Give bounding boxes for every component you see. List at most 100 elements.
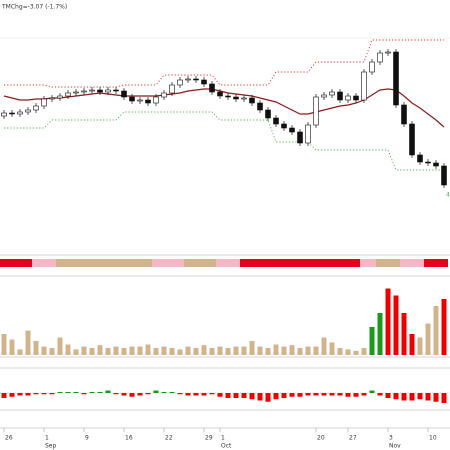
candle-body	[41, 98, 47, 107]
volume-bar	[9, 339, 15, 355]
volume-bar	[201, 345, 207, 355]
oscillator-bar	[401, 393, 407, 401]
candle-body	[113, 89, 119, 92]
volume-bar	[49, 348, 55, 355]
candle-body	[417, 154, 423, 163]
volume-bar	[425, 323, 431, 355]
volume-bar	[145, 344, 151, 355]
candle-body	[297, 131, 303, 144]
volume-bar	[121, 348, 127, 355]
volume-bar	[249, 341, 255, 355]
volume-bar	[217, 346, 223, 355]
candle-body	[225, 95, 231, 98]
volume-bar	[329, 342, 335, 355]
volume-bar	[41, 346, 47, 355]
volume-bar	[257, 346, 263, 355]
x-tick-label: 1	[221, 435, 225, 442]
volume-bar	[417, 337, 423, 355]
oscillator-bar	[1, 393, 7, 398]
trend-strip	[56, 259, 152, 267]
candle-body	[121, 90, 127, 98]
volume-bar	[409, 334, 415, 355]
oscillator-bar	[385, 393, 391, 398]
x-tick-label: 29	[205, 435, 213, 442]
candle-body	[377, 52, 383, 63]
oscillator-bar	[433, 393, 439, 402]
oscillator-bar	[281, 393, 287, 398]
line-ma	[3, 88, 445, 128]
oscillator-bar	[73, 392, 79, 393]
candle-body	[129, 96, 135, 102]
oscillator-bar	[161, 392, 167, 393]
x-tick-label: 9	[85, 435, 89, 442]
volume-bar	[73, 349, 79, 355]
volume-bar	[385, 288, 391, 355]
volume-bar	[297, 348, 303, 355]
x-tick-label: 26	[5, 435, 13, 442]
candle-body	[433, 162, 439, 167]
volume-bar	[25, 330, 31, 355]
volume-bar	[401, 313, 407, 355]
volume-bar	[65, 344, 71, 355]
oscillator-bar	[153, 390, 159, 393]
candle-body	[145, 99, 151, 104]
volume-bar	[313, 346, 319, 355]
candle-body	[313, 96, 319, 126]
oscillator-bar	[65, 392, 71, 393]
volume-bar	[57, 337, 63, 355]
oscillator-bar	[329, 393, 335, 396]
volume-bar	[265, 348, 271, 355]
volume-bar	[305, 346, 311, 355]
oscillator-bar	[201, 393, 207, 396]
trend-strip	[360, 259, 376, 267]
volume-bar	[377, 313, 383, 355]
volume-bar	[321, 337, 327, 355]
candle-body	[321, 94, 327, 98]
trend-strip	[184, 259, 216, 267]
volume-bar	[129, 346, 135, 355]
oscillator-bar	[345, 393, 351, 397]
volume-bar	[161, 346, 167, 355]
header: TMChg=-3.07 (-1.7%)	[1, 4, 67, 11]
candle-body	[425, 161, 431, 164]
candle-body	[33, 105, 39, 111]
oscillator-bar	[217, 393, 223, 397]
candle-body	[105, 89, 111, 93]
candle-body	[393, 51, 399, 106]
volume-bar	[81, 346, 87, 355]
volume-bar	[17, 349, 23, 355]
volume-bar	[361, 348, 367, 355]
candle-body	[177, 79, 183, 86]
oscillator-bar	[57, 392, 63, 393]
candle-body	[249, 97, 255, 104]
trend-strip	[0, 259, 32, 267]
oscillator-bar	[169, 392, 175, 393]
volume-bar	[97, 345, 103, 355]
candle-body	[345, 95, 351, 101]
volume-bar	[33, 341, 39, 355]
x-tick-label: 10	[429, 435, 437, 442]
oscillator-bar	[121, 393, 127, 396]
candle-body	[1, 112, 7, 117]
candle-body	[401, 104, 407, 125]
candle-body	[257, 102, 263, 111]
candle-body	[265, 109, 271, 119]
oscillator-bar	[137, 393, 143, 396]
candle-body	[337, 91, 343, 101]
candle-body	[385, 51, 391, 54]
volume-bar	[89, 348, 95, 355]
candle-body	[25, 109, 31, 113]
volume-bar	[153, 348, 159, 355]
candle-body	[353, 95, 359, 101]
candle-body	[193, 78, 199, 81]
candle-body	[233, 96, 239, 100]
oscillator-bar	[241, 393, 247, 398]
oscillator-bar	[393, 393, 399, 400]
oscillator-bar	[193, 393, 199, 396]
x-tick-label: 20	[317, 435, 325, 442]
candle-body	[361, 71, 367, 101]
oscillator-bar	[185, 393, 191, 396]
oscillator-bar	[81, 393, 87, 395]
volume-bar	[233, 346, 239, 355]
